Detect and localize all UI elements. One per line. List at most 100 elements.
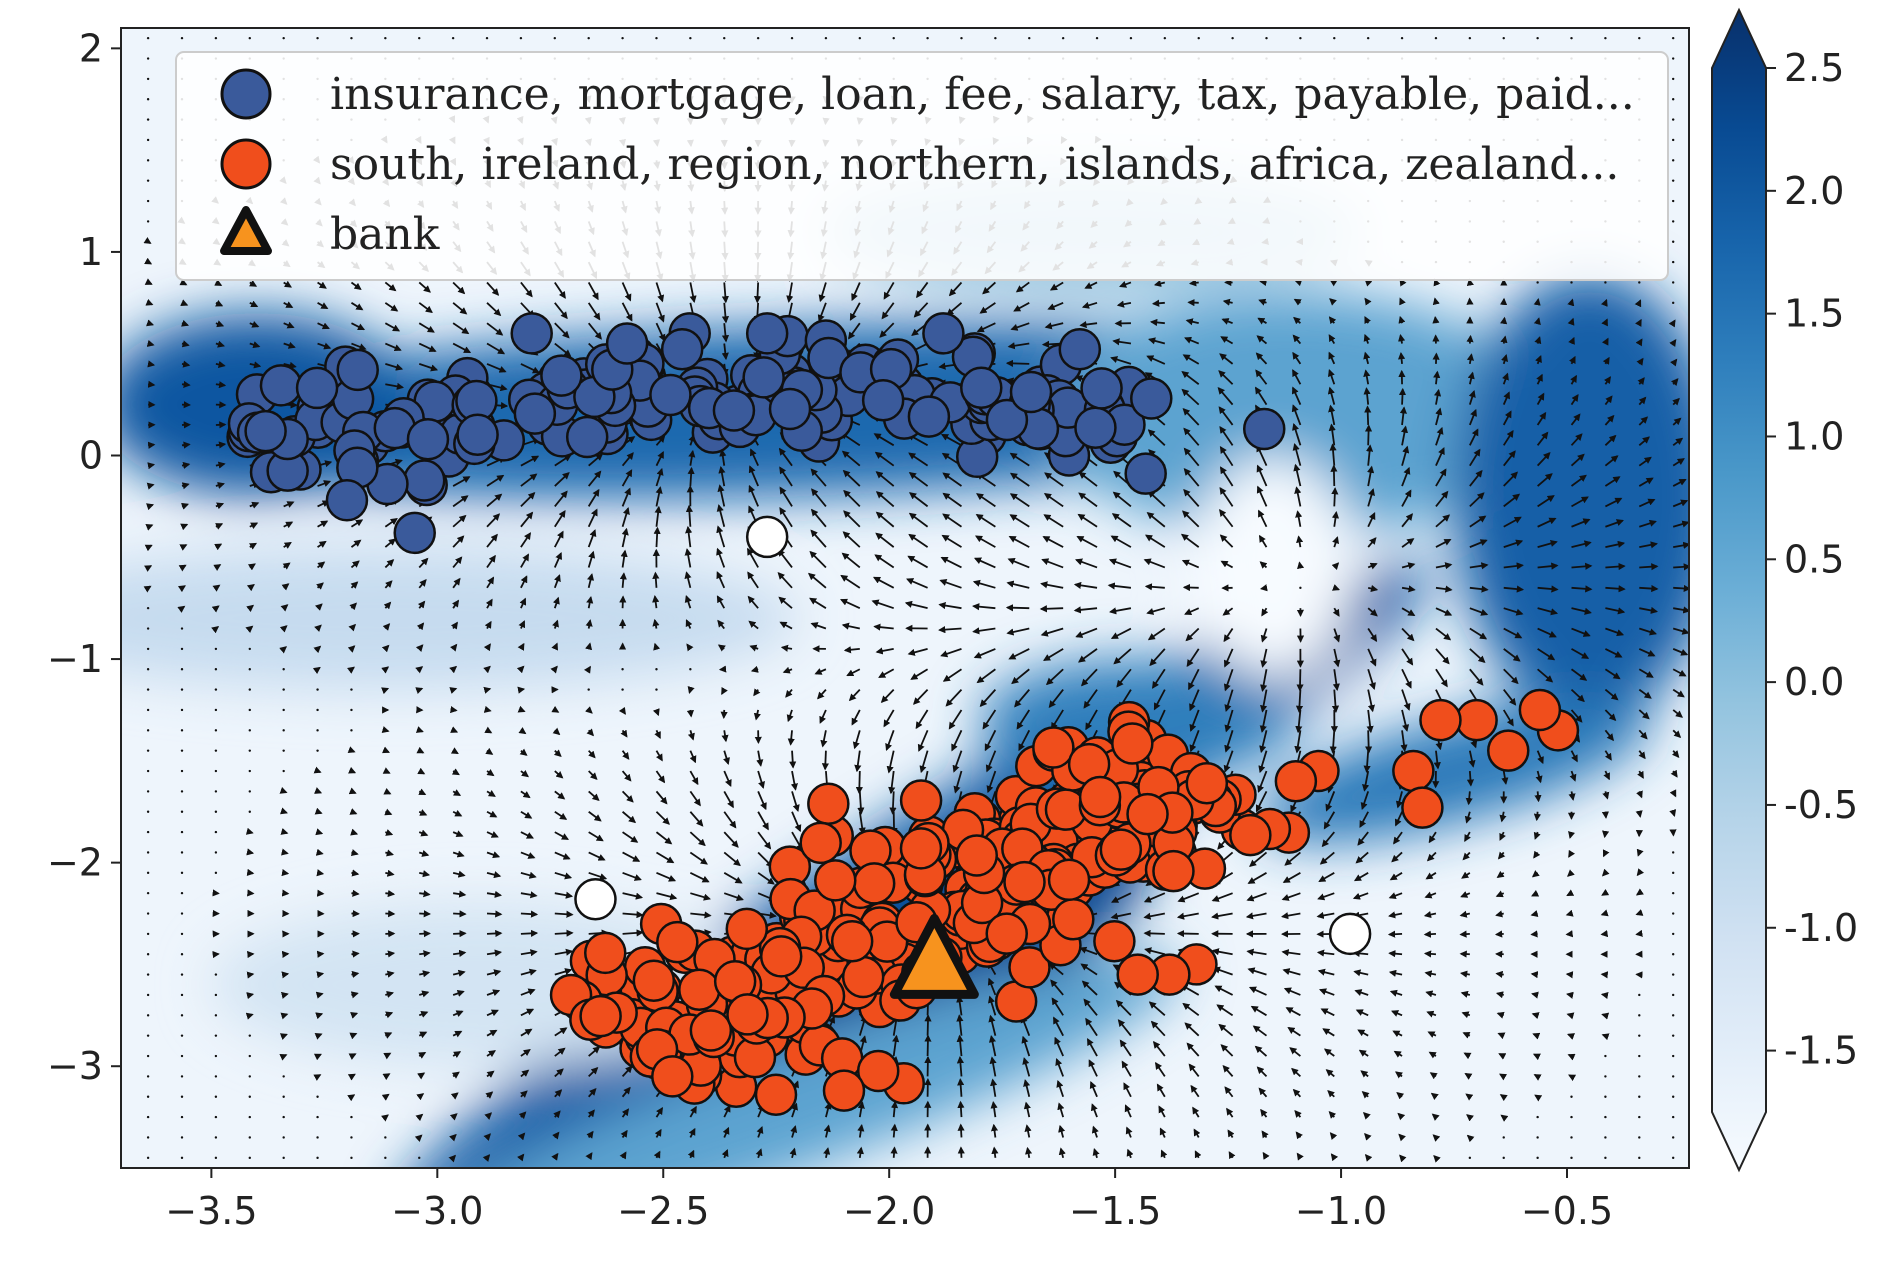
quiver-arrow-379 [350, 281, 362, 290]
quiver-arrow-98 [180, 299, 189, 306]
quiver-arrow-699 [552, 596, 560, 609]
series-3-point [745, 515, 789, 559]
quiver-arrow-1096 [779, 486, 793, 507]
quiver-arrow-1455 [994, 36, 997, 40]
quiver-arrow-515 [453, 930, 467, 938]
quiver-arrow-2195 [1459, 930, 1470, 938]
field-blob-12 [1191, 455, 1355, 680]
quiver-arrow-1274 [881, 302, 895, 320]
quiver-arrow-69 [180, 891, 184, 895]
quiver-arrow-177 [246, 971, 255, 979]
series-1-point [985, 912, 1028, 955]
quiver-arrow-230 [279, 1033, 288, 1040]
quiver-arrow-751 [587, 688, 590, 691]
quiver-arrow-283 [316, 1095, 319, 1098]
quiver-arrow-211 [249, 279, 258, 287]
quiver-arrow-2409 [1604, 1136, 1607, 1139]
quiver-arrow-1420 [985, 750, 997, 773]
quiver-arrow-418 [382, 623, 391, 631]
quiver-arrow-1196 [854, 750, 862, 773]
quiver-arrow-1107 [786, 282, 794, 303]
quiver-arrow-806 [618, 706, 626, 715]
quiver-arrow-815 [621, 507, 630, 528]
quiver-arrow-808 [621, 668, 624, 671]
quiver-arrow-2358 [1566, 1033, 1575, 1040]
quiver-arrow-397 [383, 1052, 392, 1060]
quiver-arrow-476 [418, 579, 427, 589]
quiver-arrow-577 [486, 810, 498, 818]
quiver-arrow-1320 [909, 492, 929, 508]
quiver-arrow-2051 [1364, 424, 1373, 446]
quiver-arrow-1219 [851, 282, 861, 302]
quiver-arrow-265 [283, 321, 295, 329]
quiver-arrow-968 [723, 831, 739, 848]
quiver-arrow-536 [452, 495, 469, 508]
series-1-point [955, 834, 999, 877]
quiver-arrow-1367 [945, 688, 963, 707]
quiver-arrow-2413 [1604, 1054, 1607, 1058]
quiver-arrow-15 [146, 851, 150, 854]
quiver-arrow-2506 [1634, 299, 1642, 308]
quiver-arrow-2037 [1365, 730, 1373, 754]
quiver-arrow-1083 [790, 770, 798, 791]
quiver-arrow-854 [656, 871, 677, 882]
quiver-arrow-113 [214, 1136, 218, 1139]
quiver-arrow-696 [550, 665, 558, 674]
quiver-arrow-694 [551, 705, 560, 713]
quiver-arrow-675 [554, 1089, 563, 1098]
quiver-arrow-939 [689, 282, 697, 304]
quiver-arrow-2567 [1671, 199, 1675, 203]
quiver-arrow-1348 [956, 1055, 965, 1077]
quiver-arrow-671 [519, 36, 523, 40]
quiver-arrow-913 [689, 811, 704, 827]
colorbar-tick-label: 0.0 [1784, 660, 1844, 704]
series-1-point [726, 993, 769, 1036]
quiver-arrow-1346 [957, 1100, 965, 1118]
quiver-arrow-232 [280, 991, 289, 999]
quiver-arrow-690 [554, 790, 566, 800]
quiver-arrow-2451 [1604, 281, 1607, 284]
quiver-arrow-1347 [957, 1078, 965, 1097]
quiver-arrow-27 [146, 606, 150, 610]
quiver-arrow-194 [245, 625, 254, 633]
quiver-arrow-2297 [1536, 1136, 1539, 1139]
quiver-arrow-562 [484, 1112, 493, 1120]
quiver-arrow-731 [588, 1088, 597, 1098]
quiver-arrow-223 [248, 36, 251, 40]
quiver-arrow-457 [419, 970, 431, 978]
quiver-arrow-1959 [1299, 36, 1302, 40]
quiver-arrow-2465 [1638, 1136, 1641, 1139]
quiver-arrow-1195 [855, 771, 863, 795]
quiver-arrow-471 [415, 687, 424, 694]
quiver-arrow-564 [486, 1070, 495, 1078]
colorbar-tick-label: 1.5 [1784, 292, 1844, 336]
quiver-arrow-1477 [1018, 729, 1031, 752]
quiver-arrow-286 [314, 1033, 323, 1040]
quiver-arrow-591 [486, 513, 501, 528]
legend-marker-1 [220, 138, 272, 190]
quiver-arrow-284 [313, 1074, 322, 1081]
quiver-arrow-2548 [1673, 584, 1689, 593]
quiver-arrow-187 [248, 769, 251, 773]
quiver-arrow-73 [180, 810, 184, 813]
quiver-arrow-659 [520, 281, 533, 298]
quiver-arrow-525 [450, 726, 459, 733]
quiver-arrow-994 [721, 302, 730, 324]
quiver-arrow-2394 [1567, 298, 1575, 307]
quiver-arrow-915 [689, 770, 699, 786]
quiver-arrow-1265 [875, 471, 895, 487]
quiver-arrow-1231 [858, 36, 862, 40]
quiver-arrow-1030 [753, 709, 761, 721]
quiver-arrow-1260 [872, 576, 895, 589]
quiver-arrow-1375 [942, 513, 962, 528]
quiver-arrow-1374 [941, 534, 962, 548]
quiver-arrow-1152 [811, 488, 827, 507]
quiver-arrow-632 [520, 831, 534, 839]
quiver-arrow-547 [452, 281, 466, 295]
quiver-arrow-2128 [1433, 1154, 1441, 1163]
quiver-arrow-463 [418, 849, 430, 857]
quiver-arrow-143 [215, 523, 224, 530]
quiver-arrow-6 [146, 1034, 150, 1037]
quiver-arrow-2249 [1495, 970, 1504, 978]
quiver-arrow-802 [621, 790, 634, 803]
